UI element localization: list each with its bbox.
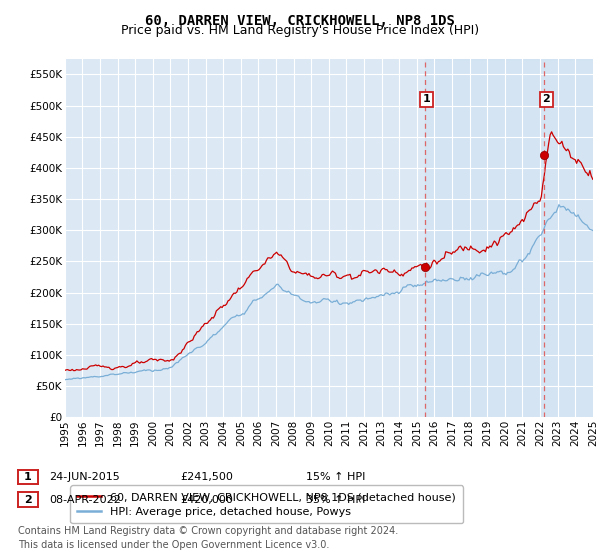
- Text: 2: 2: [542, 94, 550, 104]
- Text: 2: 2: [24, 494, 32, 505]
- Text: 1: 1: [24, 472, 32, 482]
- Text: 08-APR-2022: 08-APR-2022: [49, 494, 121, 505]
- Text: 1: 1: [423, 94, 431, 104]
- Legend: 60, DARREN VIEW, CRICKHOWELL, NP8 1DS (detached house), HPI: Average price, deta: 60, DARREN VIEW, CRICKHOWELL, NP8 1DS (d…: [70, 486, 463, 523]
- Text: Contains HM Land Registry data © Crown copyright and database right 2024.
This d: Contains HM Land Registry data © Crown c…: [18, 526, 398, 550]
- Text: 15% ↑ HPI: 15% ↑ HPI: [306, 472, 365, 482]
- Bar: [425, 59, 593, 417]
- Text: 35% ↑ HPI: 35% ↑ HPI: [306, 494, 365, 505]
- Text: £420,000: £420,000: [180, 494, 233, 505]
- Text: £241,500: £241,500: [180, 472, 233, 482]
- Text: 24-JUN-2015: 24-JUN-2015: [49, 472, 120, 482]
- Text: 60, DARREN VIEW, CRICKHOWELL, NP8 1DS: 60, DARREN VIEW, CRICKHOWELL, NP8 1DS: [145, 14, 455, 28]
- Text: Price paid vs. HM Land Registry's House Price Index (HPI): Price paid vs. HM Land Registry's House …: [121, 24, 479, 37]
